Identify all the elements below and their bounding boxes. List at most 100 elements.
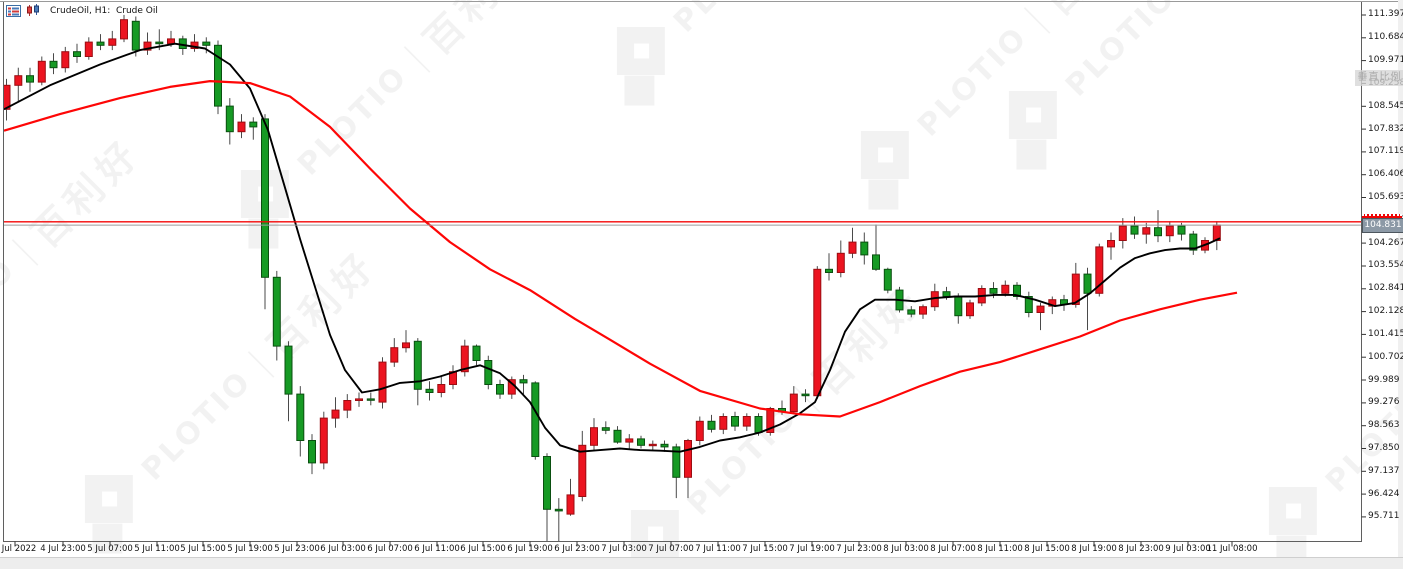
candle-up (648, 443, 657, 447)
candle-down (1083, 273, 1092, 294)
candle-down (1154, 227, 1162, 237)
time-axis-label: 4 Jul 2022 (0, 544, 37, 554)
time-axis-label: 7 Jul 03:00 (601, 544, 647, 554)
candle-down (131, 20, 140, 51)
chart-titlebar: CrudeOil, H1: Crude Oil (6, 4, 158, 17)
candle-down (1024, 296, 1033, 313)
current-price-tag: 104.831 (1362, 218, 1403, 234)
candle-up (625, 438, 634, 443)
price-axis-label: 107.832 (1368, 123, 1403, 134)
candle-down (907, 309, 916, 315)
price-axis-label: 99.276 (1368, 397, 1400, 408)
time-axis-label: 7 Jul 11:00 (695, 544, 741, 554)
time-axis-label: 8 Jul 03:00 (883, 544, 929, 554)
price-axis-label: 109.971 (1368, 55, 1403, 66)
candle-up (684, 440, 692, 478)
candle-down (73, 51, 81, 58)
quotes-grid-icon[interactable] (6, 4, 21, 17)
price-axis-label: 106.406 (1368, 169, 1403, 180)
candle-down (1130, 225, 1139, 235)
candle-down (1177, 225, 1186, 235)
window-right-edge (1398, 0, 1403, 569)
candle-down (272, 276, 281, 347)
price-axis-label: 110.684 (1368, 32, 1403, 43)
candle-up (966, 302, 974, 317)
candle-down (155, 41, 164, 45)
candle-down (425, 388, 434, 393)
time-axis-label: 5 Jul 19:00 (227, 544, 273, 554)
ma-fast-line (4, 42, 1221, 453)
candle-down (707, 420, 716, 430)
candle-up (167, 38, 175, 45)
candle-up (237, 121, 246, 133)
candle-down (554, 508, 563, 512)
candle-up (848, 241, 857, 254)
candle-down (872, 254, 880, 270)
candle-up (108, 38, 117, 46)
candle-down (96, 41, 105, 46)
time-axis-label: 4 Jul 23:00 (40, 544, 86, 554)
candle-up (402, 342, 410, 349)
price-axis-label: 95.711 (1368, 511, 1400, 522)
time-axis-label: 8 Jul 07:00 (930, 544, 976, 554)
candle-down (413, 340, 422, 390)
candle-down (225, 105, 234, 133)
candle-up (4, 84, 11, 110)
candle-down (1013, 284, 1021, 297)
candle-down (954, 296, 963, 317)
price-axis-label: 102.128 (1368, 306, 1403, 317)
time-axis-label: 5 Jul 15:00 (180, 544, 226, 554)
candle-down (672, 446, 681, 478)
candle-up (590, 427, 598, 446)
candle-down (613, 429, 622, 443)
candle-down (26, 75, 34, 83)
candle-up (143, 41, 152, 51)
candle-down (308, 440, 316, 464)
vertical-scale-tooltip: 垂直比例 (1355, 70, 1403, 86)
candle-up (14, 75, 23, 86)
candle-down (496, 384, 504, 395)
candle-up (742, 416, 751, 427)
candle-up (836, 252, 845, 274)
candle-up (813, 268, 822, 397)
candle-down (49, 60, 58, 69)
price-axis-label: 98.563 (1368, 420, 1400, 431)
candle-up (1142, 227, 1151, 235)
price-axis-label: 100.702 (1368, 351, 1403, 362)
time-axis-label: 6 Jul 11:00 (414, 544, 460, 554)
time-axis-label: 5 Jul 11:00 (134, 544, 180, 554)
time-axis-label: 8 Jul 15:00 (1024, 544, 1070, 554)
candle-up (695, 420, 704, 441)
candle-up (343, 400, 352, 411)
price-axis-label: 96.424 (1368, 488, 1400, 499)
candle-up (1107, 240, 1115, 248)
time-axis-label: 8 Jul 23:00 (1118, 544, 1164, 554)
candle-down (261, 118, 269, 278)
candle-up (378, 361, 387, 403)
time-axis-label: 11 Jul 08:00 (1206, 544, 1258, 554)
candle-down (284, 345, 293, 395)
candle-down (801, 393, 810, 397)
candle-down (601, 427, 610, 431)
time-axis-label: 7 Jul 23:00 (836, 544, 882, 554)
candle-up (460, 345, 469, 373)
window-bottom-edge (0, 557, 1403, 569)
candle-down (249, 121, 258, 128)
candle-up (1165, 225, 1174, 237)
candle-up (355, 398, 363, 401)
time-axis-label: 5 Jul 23:00 (274, 544, 320, 554)
time-axis-label: 5 Jul 07:00 (87, 544, 133, 554)
candle-down (543, 456, 551, 510)
candle-up (1001, 284, 1010, 294)
price-axis-label: 111.397 (1368, 9, 1403, 20)
time-axis-label: 6 Jul 19:00 (507, 544, 553, 554)
candle-down (660, 443, 669, 448)
candle-up (578, 444, 587, 497)
candle-up (566, 494, 575, 515)
candle-up (84, 41, 93, 57)
candle-down (860, 241, 869, 256)
candlestick-chart-icon[interactable] (26, 4, 42, 17)
time-axis-label: 6 Jul 07:00 (367, 544, 413, 554)
